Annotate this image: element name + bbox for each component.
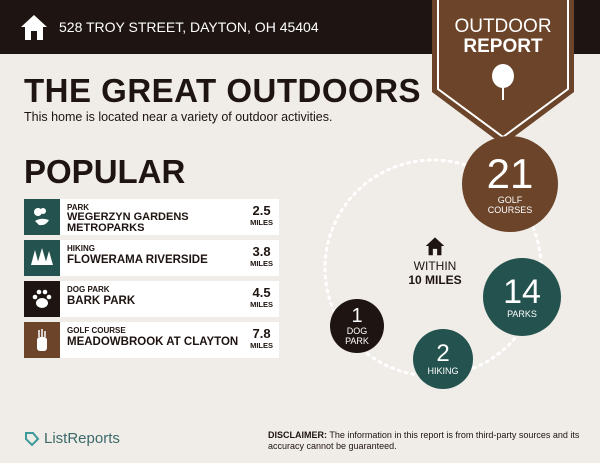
within-line2: 10 MILES	[408, 273, 462, 287]
popular-heading: POPULAR	[24, 153, 186, 190]
disclaimer: DISCLAIMER: The information in this repo…	[268, 430, 588, 452]
count-circle: 2 HIKING	[413, 329, 473, 389]
item-category: GOLF COURSE	[67, 326, 126, 335]
disclaimer-label: DISCLAIMER:	[268, 430, 327, 440]
item-name: BARK PARK	[67, 295, 136, 307]
badge-line2: REPORT	[463, 36, 543, 57]
count-label: PARKS	[507, 309, 537, 319]
trees-icon	[24, 240, 60, 276]
disclaimer-text: The information in this report is from t…	[268, 430, 580, 451]
distance-unit: MILES	[250, 300, 273, 309]
item-name: WEGERZYN GARDENS METROPARKS	[67, 211, 189, 234]
property-address: 528 TROY STREET, DAYTON, OH 45404	[59, 19, 319, 35]
home-icon	[21, 15, 47, 40]
popular-item[interactable]: PARK WEGERZYN GARDENS METROPARKS 2.5 MILE…	[24, 199, 279, 235]
popular-item[interactable]: DOG PARK BARK PARK 4.5 MILES	[24, 281, 279, 317]
item-category: DOG PARK	[67, 285, 110, 294]
distance-value: 4.5	[252, 285, 271, 300]
count-value: 14	[503, 273, 541, 311]
logo-text: ListReports	[44, 430, 120, 447]
page-subtitle: This home is located near a variety of o…	[24, 110, 333, 124]
count-value: 2	[436, 340, 450, 367]
listreports-logo: ListReports	[24, 430, 120, 447]
outdoor-report-badge: OUTDOOR REPORT	[432, 0, 574, 150]
item-name: FLOWERAMA RIVERSIDE	[67, 254, 208, 266]
item-distance: 7.8 MILES	[250, 326, 273, 351]
item-category: PARK	[67, 203, 90, 212]
within-label: WITHIN 10 MILES	[400, 236, 470, 287]
page-title: THE GREAT OUTDOORS	[24, 72, 422, 109]
count-label: DOG PARK	[345, 326, 369, 346]
item-category: HIKING	[67, 244, 95, 253]
tree-icon	[492, 64, 514, 100]
count-circle: 21 GOLF COURSES	[462, 136, 558, 232]
item-name: MEADOWBROOK AT CLAYTON	[67, 336, 239, 348]
within-line1: WITHIN	[413, 259, 457, 273]
badge-line1: OUTDOOR	[454, 16, 552, 37]
count-value: 21	[486, 150, 534, 197]
distance-value: 7.8	[252, 326, 271, 341]
item-distance: 2.5 MILES	[250, 203, 273, 228]
count-circle: 1 DOG PARK	[330, 299, 384, 353]
count-label: GOLF COURSES	[487, 195, 533, 215]
distance-unit: MILES	[250, 341, 273, 350]
park-icon	[24, 199, 60, 235]
count-circle: 14 PARKS	[483, 258, 561, 336]
distance-value: 2.5	[252, 203, 271, 218]
distance-unit: MILES	[250, 259, 273, 268]
count-value: 1	[351, 305, 363, 327]
count-label: HIKING	[427, 366, 459, 376]
tag-icon	[25, 431, 40, 446]
distance-unit: MILES	[250, 218, 273, 227]
paw-icon	[24, 281, 60, 317]
item-distance: 3.8 MILES	[250, 244, 273, 269]
popular-item[interactable]: HIKING FLOWERAMA RIVERSIDE 3.8 MILES	[24, 240, 279, 276]
distance-value: 3.8	[252, 244, 271, 259]
golf-bag-icon	[24, 322, 60, 358]
popular-item[interactable]: GOLF COURSE MEADOWBROOK AT CLAYTON 7.8 MI…	[24, 322, 279, 358]
item-distance: 4.5 MILES	[250, 285, 273, 310]
home-icon	[425, 237, 445, 256]
